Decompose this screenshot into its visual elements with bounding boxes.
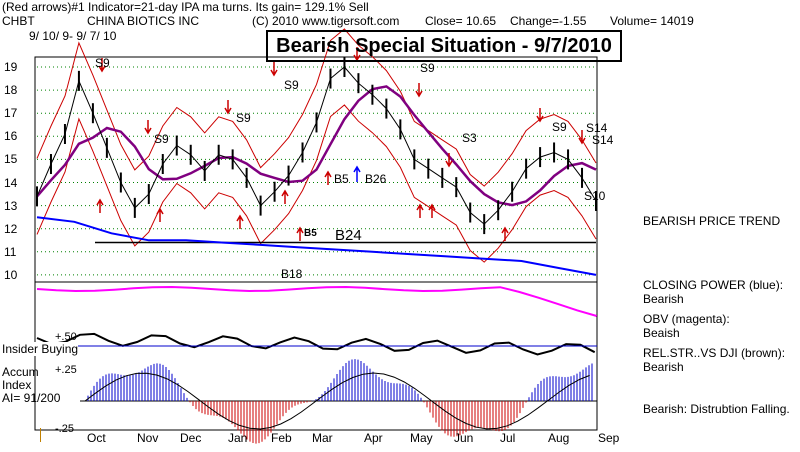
price-line	[36, 66, 597, 225]
x-tick-label: Dec	[180, 431, 202, 445]
minus25-label: -.25	[55, 423, 74, 435]
closing-power-line	[36, 216, 597, 276]
y-tick-label: 14	[4, 175, 18, 190]
signal-b18: B18	[281, 267, 303, 281]
y-tick-label: 17	[4, 106, 18, 121]
signal-s10: S10	[584, 189, 606, 203]
left-marker	[40, 428, 41, 442]
sell-arrow	[415, 83, 423, 98]
buy-arrow	[324, 170, 332, 185]
y-tick-label: 19	[4, 60, 18, 74]
buy-arrow	[96, 198, 104, 213]
x-tick-label: Apr	[364, 431, 383, 445]
sell-arrow	[578, 130, 586, 145]
x-tick-label: Jun	[454, 431, 474, 445]
b26-arrow	[353, 165, 361, 182]
closing-power-status: Bearish	[643, 292, 684, 306]
y-tick-label: 11	[4, 244, 17, 259]
accum-ma-line	[84, 372, 590, 430]
y-tick-label: 16	[4, 129, 18, 144]
insider-buying-label: Insider Buying	[2, 342, 79, 356]
signal-s9-a: S9	[154, 132, 169, 146]
volume-value: Volume= 14019	[610, 14, 694, 28]
x-tick-label: May	[410, 431, 433, 445]
buy-arrow	[156, 207, 164, 222]
x-tick-label: Aug	[548, 431, 570, 445]
y-tick-label: 18	[4, 83, 18, 98]
signal-s3: S3	[462, 131, 477, 145]
x-tick-label: Feb	[271, 431, 292, 445]
price-trend-label: BEARISH PRICE TREND	[643, 214, 781, 228]
y-tick-label: 13	[4, 198, 18, 213]
obv-status: Beaish	[643, 326, 680, 340]
y-tick-label: 12	[4, 221, 18, 236]
upper-band	[36, 28, 597, 187]
ai-label: AI= 91/200	[2, 391, 61, 405]
banner-title: Bearish Special Situation - 9/7/2010	[266, 30, 622, 62]
buy-arrow	[416, 203, 424, 218]
signal-b5-small: B5	[304, 228, 317, 239]
signal-s9-d: S9	[420, 61, 435, 75]
date-range: 9/ 10/ 9- 9/ 7/ 10	[29, 29, 117, 43]
close-value: Close= 10.65	[425, 14, 497, 28]
signal-s14-b: S14	[592, 133, 614, 147]
buy-arrow	[428, 203, 436, 218]
signal-s9-e: S9	[552, 120, 567, 134]
closing-power-label: CLOSING POWER (blue):	[643, 278, 784, 292]
company-name: CHINA BIOTICS INC	[87, 14, 200, 28]
x-tick-label: Sep	[598, 431, 620, 445]
signal-s14-a: S14	[586, 121, 608, 135]
sell-arrow	[536, 108, 544, 123]
x-tick-label: Mar	[312, 431, 333, 445]
obv-label: OBV (magenta):	[643, 312, 730, 326]
ticker-label: CHBT	[2, 14, 35, 28]
obv-line	[36, 285, 597, 317]
buy-arrow	[501, 226, 509, 241]
sell-arrow	[224, 100, 232, 115]
sell-arrow	[270, 62, 278, 77]
copyright-text: (C) 2010 www.tigersoft.com	[252, 14, 400, 28]
indicator-panel-frame	[34, 281, 598, 431]
signal-s9-top: S9	[95, 56, 110, 70]
relstr-label: REL.STR..VS DJI (brown):	[643, 346, 786, 360]
buy-arrow	[281, 189, 289, 204]
signal-b24: B24	[335, 227, 362, 244]
accum-status: Bearish: Distrubtion Falling.	[643, 402, 790, 416]
signal-s9-b: S9	[284, 78, 299, 92]
rel-strength-line	[36, 332, 596, 356]
relstr-status: Bearish	[643, 360, 684, 374]
plus50-label: +.50	[55, 331, 77, 343]
sell-arrow	[445, 153, 453, 168]
accum-label-1: Accum	[2, 365, 39, 379]
y-tick-label: 15	[4, 152, 18, 167]
y-tick-label: 10	[4, 267, 18, 282]
signal-b5: B5	[334, 172, 349, 186]
sell-arrow	[144, 120, 152, 135]
x-tick-label: Nov	[137, 431, 159, 445]
sell-arrow	[98, 58, 106, 73]
buy-arrow	[236, 214, 244, 229]
signal-b26: B26	[365, 172, 387, 186]
change-value: Change=-1.55	[510, 14, 587, 28]
x-tick-label: Jul	[500, 431, 516, 445]
indicator-text: (Red arrows)#1 Indicator=21-day IPA ma t…	[2, 0, 369, 14]
x-tick-label: Oct	[87, 431, 106, 445]
buy-arrow	[296, 226, 304, 241]
accum-label-2: Index	[2, 378, 32, 392]
signal-s9-c: S9	[236, 111, 251, 125]
plus25-label: +.25	[55, 364, 77, 376]
x-tick-label: Jan	[228, 431, 248, 445]
